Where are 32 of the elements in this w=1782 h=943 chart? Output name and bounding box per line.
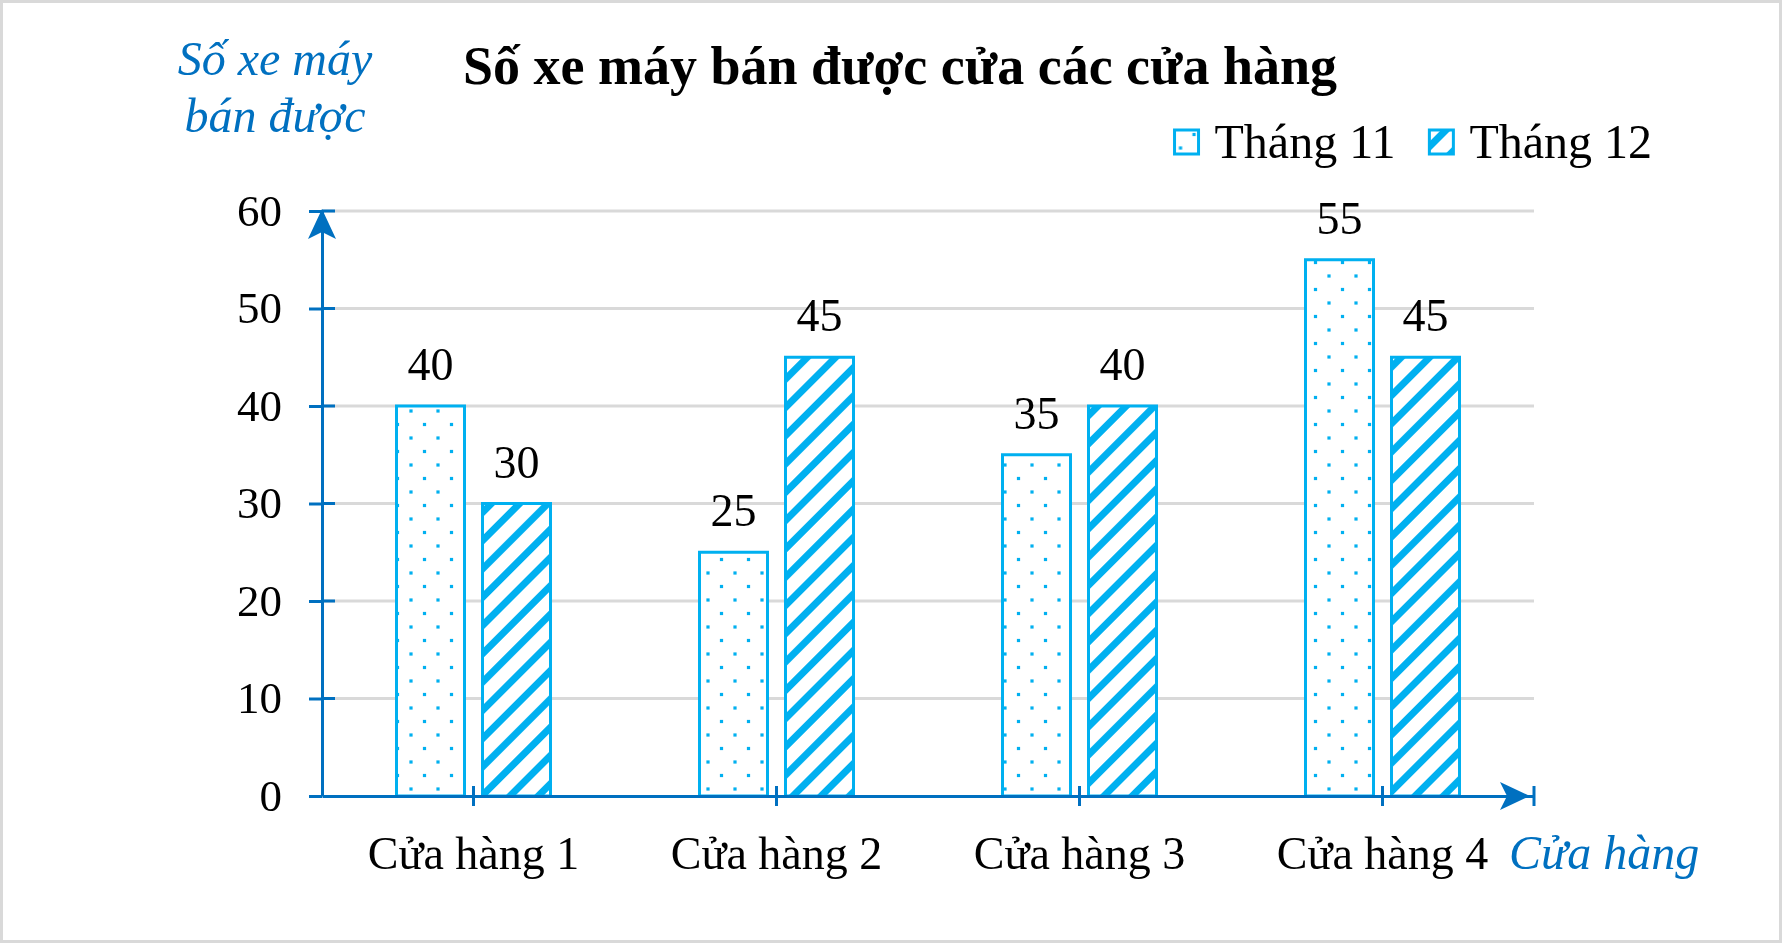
bar xyxy=(1087,404,1158,798)
chart-title: Số xe máy bán được cửa các cửa hàng xyxy=(462,36,1338,96)
bar xyxy=(1390,355,1461,798)
data-label: 40 xyxy=(407,339,454,390)
bar xyxy=(1304,258,1375,798)
x-axis-title: Cửa hàng xyxy=(1509,826,1700,879)
y-tick-label: 60 xyxy=(237,185,282,236)
data-label: 45 xyxy=(1402,290,1449,342)
bar xyxy=(784,355,855,798)
data-label: 55 xyxy=(1316,192,1363,244)
bar xyxy=(1001,453,1072,798)
x-tick-label: Cửa hàng 4 xyxy=(1276,828,1489,879)
y-tick-label: 0 xyxy=(259,770,282,821)
x-tick-label: Cửa hàng 1 xyxy=(367,828,580,879)
bar xyxy=(481,502,552,798)
x-tick-label: Cửa hàng 3 xyxy=(973,828,1186,879)
bar xyxy=(395,404,466,798)
y-tick-label: 10 xyxy=(237,673,282,724)
y-tick-label: 20 xyxy=(237,575,282,626)
legend-label: Tháng 11 xyxy=(1214,115,1396,168)
legend-label: Tháng 12 xyxy=(1469,115,1652,168)
bar xyxy=(698,550,769,798)
y-tick-label: 30 xyxy=(237,478,282,529)
x-tick-label: Cửa hàng 2 xyxy=(670,828,883,879)
data-label: 35 xyxy=(1013,387,1060,439)
y-axis-title: Số xe máy bán được xyxy=(177,32,373,142)
y-tick-label: 40 xyxy=(237,380,282,431)
data-label: 40 xyxy=(1099,339,1146,390)
y-tick-label: 50 xyxy=(237,283,282,334)
data-label: 30 xyxy=(493,436,540,488)
data-label: 45 xyxy=(796,290,843,342)
data-label: 25 xyxy=(710,485,757,537)
